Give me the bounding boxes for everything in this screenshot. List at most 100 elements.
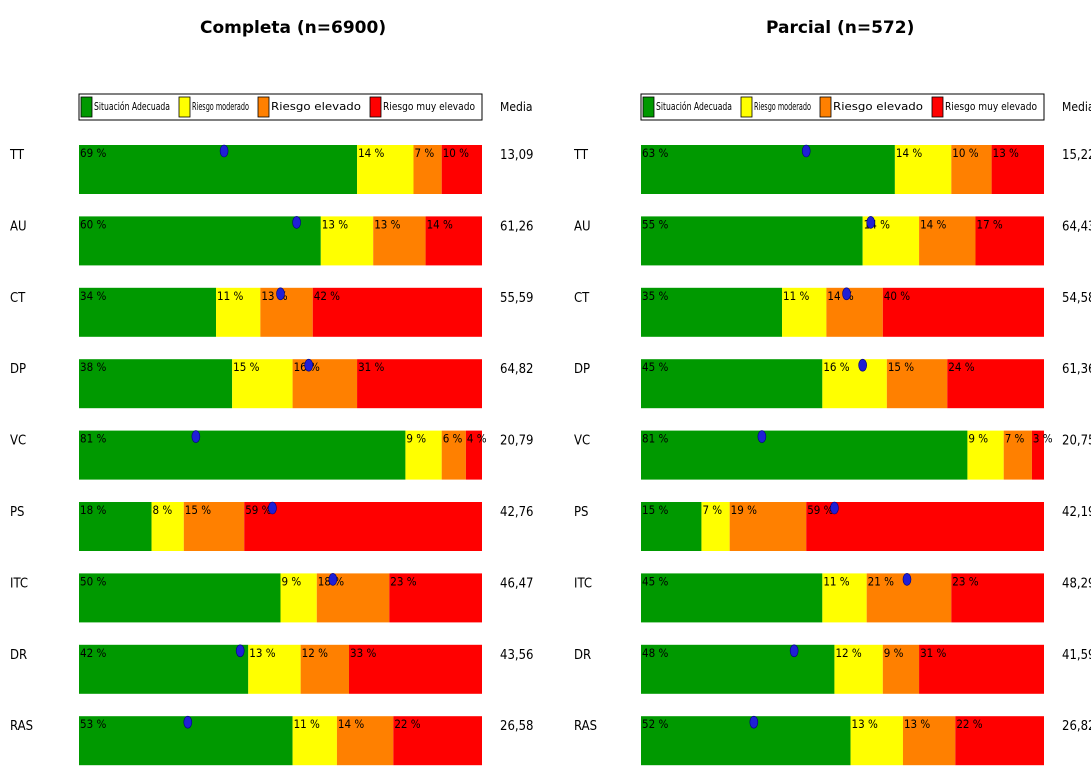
data-label: 17 % [976,217,1002,231]
data-label: 22 % [394,717,420,731]
data-label: 9 % [884,646,904,660]
mean-value: 64,82 [500,362,533,377]
legend-label: Riesgo moderado [192,101,249,113]
data-label: 31 % [358,360,384,374]
data-label: 63 % [642,146,668,160]
mean-marker [801,144,811,158]
mean-value: 43,56 [500,648,533,663]
data-label: 35 % [642,289,668,303]
bar-segment [79,216,321,266]
data-label: 11 % [823,574,849,588]
mean-marker [830,501,839,515]
category-label: VC [574,434,590,449]
bar-segment [79,145,358,194]
mean-value: 41,59 [1062,648,1091,663]
data-label: 45 % [642,574,668,588]
bar-segment [919,216,976,266]
mean-marker [183,715,193,729]
bar-segment [260,287,313,337]
bar-segment [641,145,895,194]
category-label: AU [10,219,27,234]
mean-value: 42,19 [1062,505,1091,520]
bar-segment [882,644,920,694]
bar-segment [425,216,482,266]
bar-segment [641,502,702,551]
mean-value: 61,26 [500,219,533,234]
data-label: 12 % [302,646,328,660]
data-label: 11 % [217,289,243,303]
bar-segment [216,287,261,337]
category-label: DR [10,648,27,663]
data-label: 14 % [427,217,453,231]
mean-value: 46,47 [500,576,533,591]
bar-segment [919,644,1044,694]
panel-title-completa: Completa (n=6900) [200,18,387,38]
category-label: ITC [574,576,592,591]
bar-segment [79,573,281,623]
bar-segment [641,644,835,694]
legend-swatch-2 [819,96,832,118]
bar-segment [441,145,482,194]
bar-segment [782,287,827,337]
mean-marker [789,644,799,658]
legend-label: Situación Adecuada [94,101,170,113]
bar-segment [641,287,783,337]
bar-segment [641,216,863,266]
bar-segment [312,287,482,337]
data-label: 12 % [835,646,861,660]
data-label: 14 % [358,146,384,160]
data-label: 15 % [642,503,668,517]
category-label: TT [9,148,25,163]
data-label: 15 % [185,503,211,517]
bar-segment [441,430,466,480]
mean-value: 64,43 [1062,219,1091,234]
bar-segment [641,430,968,480]
bar-segment [79,644,249,694]
data-label: 16 % [823,360,849,374]
bar-segment [79,287,217,337]
data-label: 13 % [322,217,348,231]
data-label: 42 % [314,289,340,303]
data-label: 3 % [1033,432,1053,446]
bar-segment [822,359,887,409]
bar-segment [373,216,426,266]
mean-marker [191,430,201,443]
data-label: 55 % [642,217,668,231]
mean-marker [328,573,338,586]
bar-segment [151,502,184,551]
category-label: RAS [10,719,33,734]
bar-segment [641,716,851,766]
bar-segment [947,359,1044,409]
bar-segment [357,145,414,194]
mean-marker [219,144,229,158]
bar-segment [292,359,358,409]
panel-title-parcial: Parcial (n=572) [766,18,915,38]
data-label: 60 % [80,217,106,231]
bar-segment [991,145,1044,194]
bar-segment [389,573,482,623]
data-label: 23 % [952,574,978,588]
bar-segment [357,359,482,409]
mean-marker [858,358,867,372]
legend-swatch-2 [257,96,270,118]
legend-label: Riesgo moderado [754,101,811,113]
legend-swatch-1 [178,96,191,118]
data-label: 9 % [282,574,302,588]
category-label: ITC [10,576,28,591]
data-label: 50 % [80,574,106,588]
data-label: 18 % [80,503,106,517]
data-label: 13 % [249,646,275,660]
bar-segment [701,502,730,551]
data-label: 8 % [153,503,173,517]
mean-value: 55,59 [500,291,533,306]
bar-segment [902,716,956,766]
mean-marker [304,358,314,372]
data-label: 9 % [406,432,426,446]
data-label: 7 % [1005,432,1025,446]
data-label: 53 % [80,717,106,731]
category-label: PS [574,505,588,520]
data-label: 59 % [807,503,833,517]
category-label: CT [574,291,590,306]
data-label: 14 % [338,717,364,731]
data-label: 6 % [443,432,463,446]
